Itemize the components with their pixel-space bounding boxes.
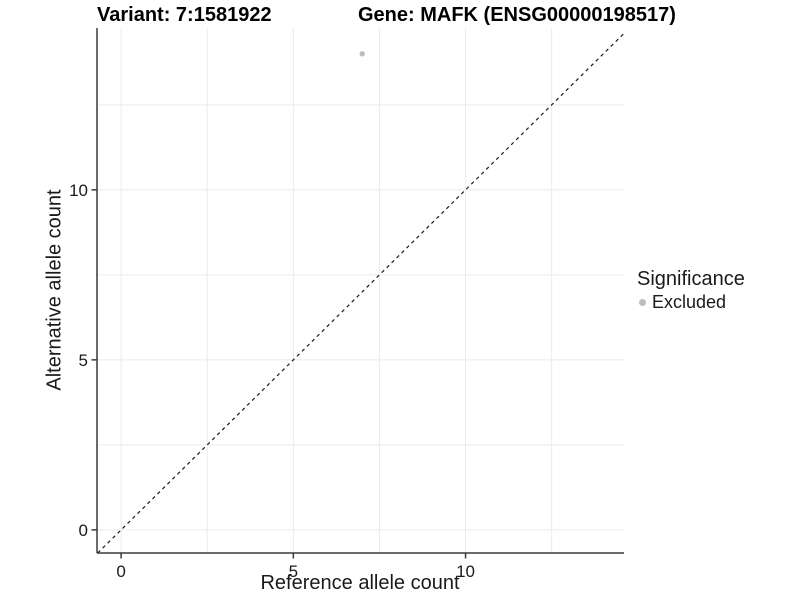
y-tick-label: 0 — [79, 521, 88, 540]
gridlines — [97, 28, 624, 553]
x-axis-label: Reference allele count — [260, 572, 460, 594]
identity-dashed-line — [97, 33, 625, 554]
y-tick-label: 10 — [69, 181, 88, 200]
data-points — [359, 51, 365, 57]
data-point — [359, 51, 365, 57]
legend: Significance Excluded — [637, 268, 745, 313]
x-tick-label: 5 — [289, 562, 298, 581]
axis-lines — [96, 28, 624, 554]
excluded-point-icon — [639, 299, 646, 306]
legend-item-excluded: Excluded — [639, 292, 745, 313]
x-tick-label: 0 — [116, 562, 125, 581]
identity-line — [97, 33, 625, 554]
axis-ticks — [91, 189, 467, 559]
axis-tick-labels: 0 5 10 0 5 10 — [69, 181, 475, 581]
x-tick-label: 10 — [456, 562, 475, 581]
variant-title: Variant: 7:1581922 — [97, 4, 272, 26]
legend-item-label: Excluded — [652, 292, 727, 312]
y-tick-label: 5 — [79, 351, 88, 370]
gene-title: Gene: MAFK (ENSG00000198517) — [358, 4, 676, 26]
legend-title: Significance — [637, 268, 745, 290]
